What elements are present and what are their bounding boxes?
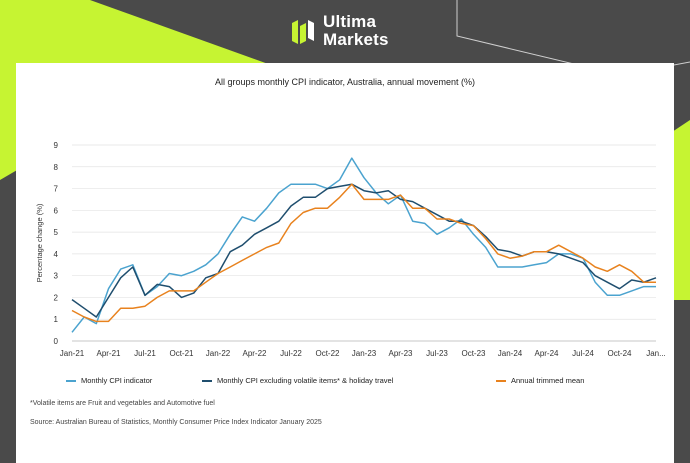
x-tick-label-3: Oct-21 (169, 349, 194, 358)
cpi-line-chart: 0 1 2 3 4 5 6 7 8 9 Percentage change (%) Jan-21 Apr… (35, 141, 666, 358)
legend-item-trimmed-mean: Annual trimmed mean (496, 376, 584, 385)
y-tick-label-4: 4 (54, 250, 59, 259)
series-line-0 (71, 157, 656, 333)
ultima-logo-icon (292, 20, 314, 44)
x-tick-label-16: Jan... (646, 349, 666, 358)
x-tick-label-13: Apr-24 (534, 349, 559, 358)
legend-item-cpi: Monthly CPI indicator (66, 376, 152, 385)
legend-label-trimmed-mean: Annual trimmed mean (511, 376, 585, 385)
legend-label-excl-volatile: Monthly CPI excluding volatile items* & … (217, 376, 394, 385)
brand-name: Ultima Markets (323, 13, 389, 49)
y-tick-label-2: 2 (54, 293, 59, 302)
x-tick-label-4: Jan-22 (206, 349, 231, 358)
y-axis-title: Percentage change (%) (35, 203, 44, 282)
x-tick-label-0: Jan-21 (60, 349, 85, 358)
brand-logo: Ultima Markets (290, 12, 410, 52)
chart-title: All groups monthly CPI indicator, Austra… (214, 77, 476, 87)
legend-swatch-trimmed-mean (496, 379, 506, 382)
x-tick-label-5: Apr-22 (242, 349, 267, 358)
y-tick-label-0: 0 (54, 337, 59, 346)
y-tick-label-8: 8 (54, 163, 59, 172)
y-tick-label-3: 3 (54, 272, 59, 281)
x-tick-label-15: Oct-24 (607, 349, 632, 358)
x-tick-label-9: Apr-23 (388, 349, 413, 358)
legend-label-cpi: Monthly CPI indicator (81, 376, 153, 385)
legend-swatch-excl-volatile (202, 379, 212, 382)
y-tick-label-9: 9 (54, 141, 59, 150)
x-tick-label-10: Jul-23 (426, 349, 448, 358)
y-tick-label-5: 5 (54, 228, 59, 237)
y-tick-label-6: 6 (54, 206, 59, 215)
chart-card: All groups monthly CPI indicator, Austra… (16, 63, 674, 463)
x-tick-label-8: Jan-23 (352, 349, 377, 358)
x-tick-label-14: Jul-24 (572, 349, 594, 358)
legend-swatch-cpi (66, 379, 76, 382)
y-tick-label-1: 1 (54, 315, 59, 324)
x-tick-label-11: Oct-23 (461, 349, 486, 358)
x-tick-label-2: Jul-21 (134, 349, 156, 358)
series-line-2 (71, 183, 656, 323)
brand-line2: Markets (323, 30, 389, 49)
x-tick-label-12: Jan-24 (498, 349, 523, 358)
brand-line1: Ultima (323, 12, 377, 31)
legend-item-excl-volatile: Monthly CPI excluding volatile items* & … (202, 376, 393, 385)
source-note: Source: Australian Bureau of Statistics,… (30, 419, 322, 426)
x-tick-label-6: Jul-22 (280, 349, 302, 358)
footnote-volatile-items: *Volatile items are Fruit and vegetables… (30, 400, 215, 407)
x-tick-label-7: Oct-22 (315, 349, 340, 358)
series-line-1 (71, 183, 657, 318)
y-tick-label-7: 7 (54, 185, 59, 194)
x-tick-label-1: Apr-21 (96, 349, 121, 358)
